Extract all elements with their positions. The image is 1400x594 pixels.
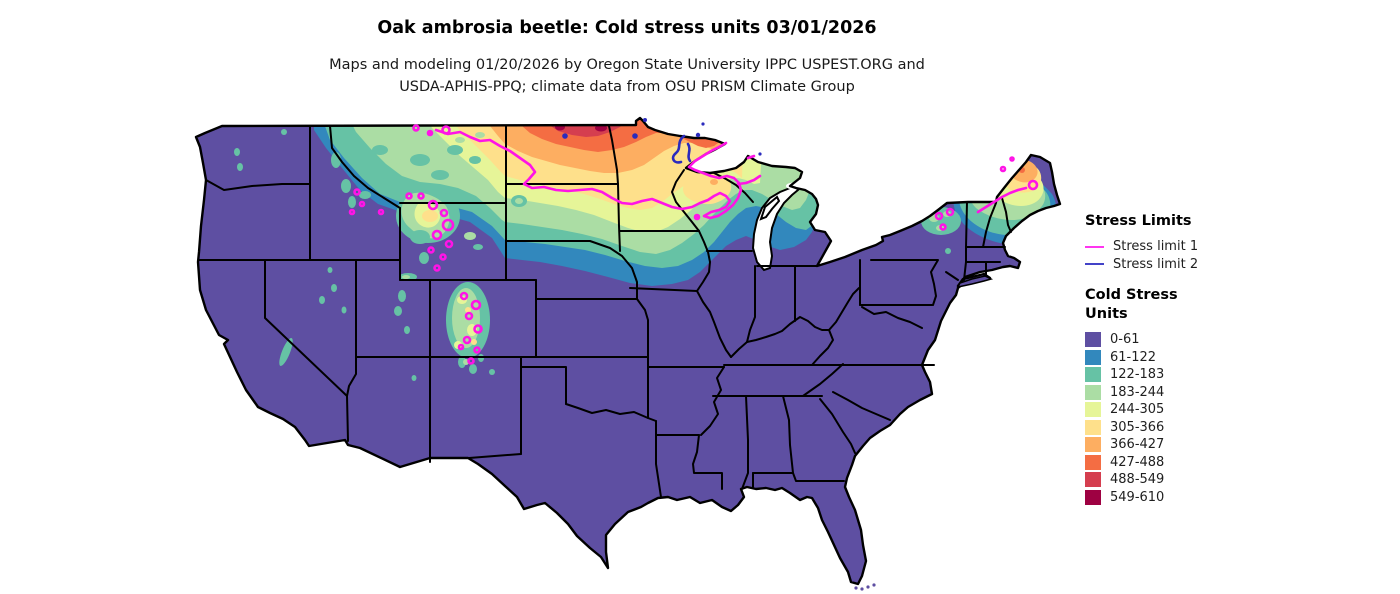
bin-label: 488-549: [1110, 472, 1165, 488]
stress-limit-2-line: [562, 118, 762, 164]
subtitle-line-2: USDA-APHIS-PPQ; climate data from OSU PR…: [399, 79, 855, 95]
subtitle-line-1: Maps and modeling 01/20/2026 by Oregon S…: [329, 57, 925, 73]
legend: Stress Limits Stress limit 1 Stress limi…: [1085, 212, 1305, 506]
legend-bin-row: 244-305: [1085, 401, 1305, 419]
raster-wisconsin-yellow-pocket: [683, 173, 732, 205]
bin-label: 61-122: [1110, 349, 1157, 365]
bin-swatch: [1085, 472, 1101, 488]
bin-swatch: [1085, 419, 1101, 435]
us-outline: [194, 116, 1062, 586]
bin-swatch: [1085, 489, 1101, 505]
legend-bin-row: 183-244: [1085, 384, 1305, 402]
bin-swatch: [1085, 367, 1101, 383]
legend-bin-row: 305-366: [1085, 419, 1305, 437]
bin-swatch: [1085, 384, 1101, 400]
bin-label: 122-183: [1110, 367, 1165, 383]
bin-swatch: [1085, 402, 1101, 418]
bin-swatch: [1085, 454, 1101, 470]
stress-limit-2-label: Stress limit 2: [1113, 256, 1199, 272]
bin-label: 549-610: [1110, 489, 1165, 505]
bin-label: 427-488: [1110, 454, 1165, 470]
stress-limit-1-label: Stress limit 1: [1113, 239, 1199, 255]
legend-bin-row: 366-427: [1085, 436, 1305, 454]
cold-stress-raster: [196, 118, 1060, 584]
bin-swatch: [1085, 332, 1101, 348]
legend-bin-row: 427-488: [1085, 454, 1305, 472]
cold-stress-units-title-line2: Units: [1085, 306, 1128, 322]
page-title: Oak ambrosia beetle: Cold stress units 0…: [377, 18, 877, 38]
bin-label: 244-305: [1110, 402, 1165, 418]
raster-band-488-549-ne-mn: [674, 118, 721, 135]
state-borders: [198, 125, 1012, 498]
stress-limit-2-swatch: [1085, 263, 1104, 266]
bin-label: 305-366: [1110, 419, 1165, 435]
raster-wisconsin-orange-speck: [710, 179, 718, 185]
bin-swatch: [1085, 437, 1101, 453]
stress-limit-1-line: [348, 124, 1039, 365]
stress-limits-title: Stress Limits: [1085, 213, 1192, 229]
raster-rockies-speckles: [234, 129, 527, 381]
bin-label: 0-61: [1110, 332, 1140, 348]
bin-swatch: [1085, 349, 1101, 365]
legend-bin-row: 61-122: [1085, 349, 1305, 367]
page-subtitle: Maps and modeling 01/20/2026 by Oregon S…: [0, 54, 1254, 98]
bin-label: 183-244: [1110, 384, 1165, 400]
legend-bin-row: 0-61: [1085, 331, 1305, 349]
legend-stress-limit-2: Stress limit 2: [1085, 256, 1305, 274]
legend-bin-row: 122-183: [1085, 366, 1305, 384]
stress-limit-1-swatch: [1085, 245, 1104, 248]
legend-bin-row: 488-549: [1085, 471, 1305, 489]
cold-stress-units-title-line1: Cold Stress: [1085, 287, 1178, 303]
bin-label: 366-427: [1110, 437, 1165, 453]
coastal-fragments: [854, 275, 994, 591]
legend-stress-limit-1: Stress limit 1: [1085, 238, 1305, 256]
legend-bin-row: 549-610: [1085, 489, 1305, 507]
